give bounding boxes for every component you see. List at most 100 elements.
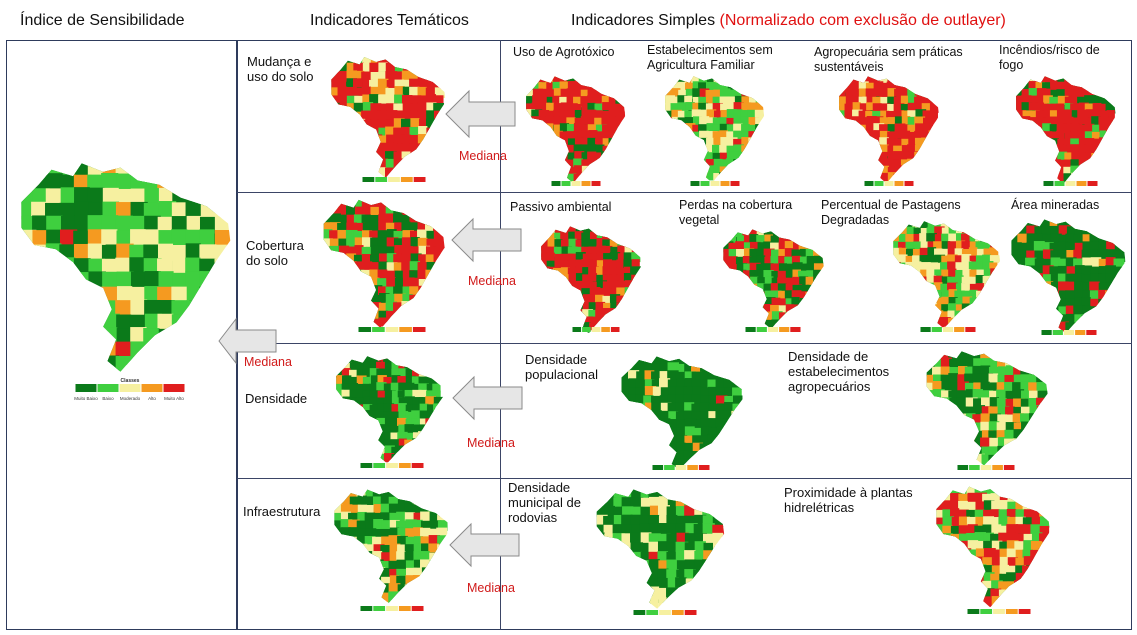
legend-swatch: [373, 463, 386, 468]
row-divider-3: [237, 478, 1132, 479]
indicator-label-passivo-ambiental: Passivo ambiental: [510, 200, 612, 214]
legend-perdas-cobertura: [745, 327, 801, 332]
legend-swatch: [163, 384, 185, 392]
row-divider-2: [237, 343, 1132, 344]
map-sensitivity-index: [21, 163, 231, 372]
legend-swatch: [957, 465, 969, 470]
theme-label-infrastructure: Infraestrutura: [243, 504, 321, 519]
legend-swatch: [1086, 330, 1097, 335]
legend-swatch: [931, 327, 942, 332]
legend-class-label: Alto: [148, 396, 156, 401]
legend-swatch: [710, 181, 720, 186]
legend-incendios: [1043, 181, 1098, 186]
legend-swatch: [671, 610, 684, 615]
median-label-row1: Mediana: [459, 149, 507, 163]
map-perdas-cobertura: [723, 229, 824, 329]
legend-swatch: [362, 177, 375, 182]
legend-passivo-ambiental: [572, 327, 620, 332]
indicator-label-pastagens-degradadas: Percentual de Pastagens Degradadas: [821, 198, 961, 227]
legend-swatch: [360, 606, 373, 611]
legend-swatch: [375, 177, 388, 182]
arrow-row4: [449, 522, 520, 568]
legend-swatch: [756, 327, 767, 332]
legend-swatch: [965, 327, 976, 332]
theme-label-density: Densidade: [245, 391, 308, 406]
legend-swatch: [388, 177, 400, 182]
legend-swatch: [664, 465, 675, 470]
legend-infrastructure: [360, 606, 424, 611]
legend-swatch: [700, 181, 710, 186]
legend-swatch: [97, 384, 119, 392]
map-theme-density: [336, 356, 444, 464]
legend-swatch: [571, 181, 581, 186]
legend-swatch: [581, 181, 591, 186]
legend-praticas-sustentaveis: [864, 181, 914, 186]
legend-swatch: [684, 610, 697, 615]
indicator-label-hidreletricas: Proximidade à plantas hidrelétricas: [784, 485, 913, 515]
row-divider-1: [237, 192, 1132, 193]
legend-swatch: [373, 606, 386, 611]
map-area-minerada: [1011, 219, 1126, 334]
map-agrotoxico: [526, 76, 626, 184]
legend-swatch: [874, 181, 884, 186]
legend-swatch: [980, 465, 992, 470]
legend-swatch: [745, 327, 756, 332]
legend-swatch: [967, 609, 980, 614]
map-agricultura-familiar: [665, 76, 765, 183]
legend-swatch: [659, 610, 671, 615]
legend-swatch: [790, 327, 801, 332]
legend-title: Classes: [121, 378, 140, 384]
legend-swatch: [633, 610, 646, 615]
legend-swatch: [894, 181, 904, 186]
legend-swatch: [412, 327, 426, 332]
arrow-to-index: [218, 317, 277, 365]
median-label-index: Mediana: [244, 355, 292, 369]
legend-swatch: [591, 327, 601, 332]
legend-swatch: [411, 463, 424, 468]
legend-swatch: [969, 465, 980, 470]
map-theme-land-use: [331, 56, 446, 179]
legend-swatch: [400, 177, 413, 182]
legend-density: [360, 463, 424, 468]
legend-swatch: [1018, 609, 1031, 614]
legend-swatch: [1063, 330, 1075, 335]
legend-sensitivity-index: Classes Muito Baixo Baixo Moderado Alto Muito…: [74, 378, 185, 401]
legend-densidade-populacional: [652, 465, 710, 470]
median-label-row2: Mediana: [468, 274, 516, 288]
indicator-label-perdas-cobertura: Perdas na cobertura vegetal: [679, 198, 793, 227]
legend-swatch: [119, 384, 141, 392]
map-pastagens: [893, 221, 1001, 329]
theme-label-land-use: Mudança e uso do solo: [247, 54, 314, 84]
legend-swatch: [141, 384, 163, 392]
legend-swatch: [1076, 181, 1087, 186]
legend-swatch: [1052, 330, 1063, 335]
indicator-label-incendios: Incêndios/risco de fogo: [999, 43, 1100, 72]
legend-class-label: Muito Alto: [164, 396, 184, 401]
map-hidreletricas: [936, 486, 1050, 608]
legend-swatch: [551, 181, 561, 186]
legend-swatch: [646, 610, 659, 615]
sensitivity-index-header: Índice de Sensibilidade: [20, 12, 185, 29]
legend-swatch: [652, 465, 664, 470]
indicator-label-agricultura-familiar: Estabelecimentos sem Agricultura Familia…: [647, 43, 773, 72]
indicator-label-praticas-sustentaveis: Agropecuária sem práticas sustentáveis: [814, 45, 963, 74]
legend-swatch: [730, 181, 740, 186]
legend-class-label: Baixo: [102, 396, 114, 401]
legend-swatch: [920, 327, 931, 332]
legend-swatch: [698, 465, 710, 470]
legend-swatch: [385, 327, 399, 332]
legend-swatch: [561, 181, 571, 186]
median-label-row4: Mediana: [467, 581, 515, 595]
legend-swatch: [601, 327, 610, 332]
legend-swatch: [582, 327, 591, 332]
legend-swatch: [720, 181, 730, 186]
normalization-note: (Normalizado com exclusão de outlayer): [719, 12, 1006, 29]
arrow-row2: [451, 217, 522, 263]
legend-swatch: [690, 181, 700, 186]
map-praticas-sustentaveis: [839, 76, 940, 184]
legend-swatch: [398, 606, 411, 611]
legend-swatch: [1054, 181, 1065, 186]
map-densidade-populacional: [621, 356, 743, 470]
simple-indicators-title: Indicadores Simples: [571, 12, 716, 29]
legend-swatch: [1005, 609, 1018, 614]
